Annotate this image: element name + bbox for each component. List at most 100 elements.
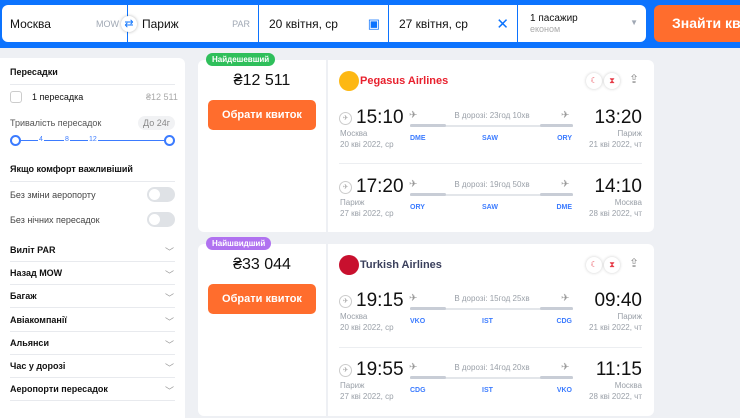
no-night-layover-toggle[interactable] xyxy=(147,212,175,227)
pin-icon[interactable]: ✈ xyxy=(339,181,352,194)
departure-date: 27 кві 2022, ср xyxy=(340,392,394,401)
route-bar xyxy=(410,307,573,310)
arrival-date: 28 кві 2022, чт xyxy=(589,392,642,401)
filter-section[interactable]: Аеропорти пересадок xyxy=(10,384,108,395)
takeoff-icon: ✈ xyxy=(409,362,418,373)
stop-option-label: 1 пересадка xyxy=(32,92,84,102)
depart-date-field[interactable]: 20 квітня, ср ▣ xyxy=(259,5,389,42)
long-layover-icon: ⧗ xyxy=(604,73,620,89)
filter-section[interactable]: Авіакомпанії xyxy=(10,314,67,325)
landing-icon: ✈ xyxy=(561,293,570,304)
airport-code: IST xyxy=(482,387,493,394)
airport-code: VKO xyxy=(410,318,426,325)
same-airport-toggle[interactable] xyxy=(147,187,175,202)
airport-code: CDG xyxy=(410,387,426,394)
airport-code: DME xyxy=(556,204,572,211)
destination-field[interactable]: Париж PAR xyxy=(128,5,259,42)
toggle-label: Без нічних пересадок xyxy=(10,215,100,225)
depart-date: 20 квітня, ср xyxy=(269,16,338,31)
layover-title: Тривалість пересадок xyxy=(10,118,102,128)
night-flight-icon: ☾ xyxy=(586,73,602,89)
share-icon[interactable]: ⇪ xyxy=(629,72,640,86)
airport-code: DME xyxy=(410,135,426,142)
clear-icon[interactable]: ✕ xyxy=(496,15,509,33)
slider-handle-max[interactable] xyxy=(164,135,175,146)
landing-icon: ✈ xyxy=(561,179,570,190)
search-button[interactable]: Знайти квитки xyxy=(654,5,740,42)
arrival-city: Москва xyxy=(614,198,642,207)
return-date-field[interactable]: 27 квітня, ср ✕ xyxy=(389,5,518,42)
arrival-date: 21 кві 2022, чт xyxy=(589,140,642,149)
departure-city: Москва xyxy=(340,129,368,138)
stop-checkbox[interactable] xyxy=(10,91,22,103)
filter-section[interactable]: Час у дорозі xyxy=(10,361,66,371)
swap-icon[interactable]: ⇄ xyxy=(121,16,137,32)
route-bar xyxy=(410,124,573,127)
takeoff-icon: ✈ xyxy=(409,110,418,121)
filter-section[interactable]: Альянси xyxy=(10,337,49,348)
arrival-city: Париж xyxy=(617,312,642,321)
offer-badge: Найшвидший xyxy=(206,237,272,250)
slider-tick: 12 xyxy=(88,136,98,143)
departure-city: Париж xyxy=(340,198,365,207)
pin-icon[interactable]: ✈ xyxy=(339,295,352,308)
chevron-down-icon[interactable]: ﹀ xyxy=(165,363,175,373)
select-ticket-button[interactable]: Обрати квиток xyxy=(208,100,316,130)
arrival-time: 11:15 xyxy=(595,359,642,380)
passengers-value: 1 пасажир xyxy=(530,13,578,24)
calendar-icon[interactable]: ▣ xyxy=(367,15,380,31)
departure-date: 27 кві 2022, ср xyxy=(340,209,394,218)
layover-value: До 24г xyxy=(138,116,175,130)
airport-code: VKO xyxy=(556,387,572,394)
airline-name: Turkish Airlines xyxy=(360,259,442,271)
filter-section[interactable]: Виліт PAR xyxy=(10,245,56,255)
chevron-down-icon[interactable]: ﹀ xyxy=(165,386,175,397)
share-icon[interactable]: ⇪ xyxy=(629,256,640,270)
offer-price: ₴12 511 xyxy=(233,72,291,89)
toggle-label: Без зміни аеропорту xyxy=(10,190,96,200)
origin-code: MOW xyxy=(96,18,119,29)
arrival-time: 14:10 xyxy=(594,176,642,197)
chevron-down-icon[interactable]: ﹀ xyxy=(165,316,175,327)
search-header: Москва MOW ⇄ Париж PAR 20 квітня, ср ▣ 27 к… xyxy=(0,0,740,48)
pin-icon[interactable]: ✈ xyxy=(339,364,352,377)
pin-icon[interactable]: ✈ xyxy=(339,112,352,125)
arrival-city: Москва xyxy=(614,381,642,390)
filter-section[interactable]: Багаж xyxy=(10,291,37,302)
slider-tick: 4 xyxy=(38,136,44,143)
takeoff-icon: ✈ xyxy=(409,293,418,304)
long-layover-icon: ⧗ xyxy=(604,257,620,273)
departure-time: 19:55 xyxy=(356,359,404,380)
chevron-down-icon[interactable]: ﹀ xyxy=(165,339,175,350)
route-bar xyxy=(410,376,573,379)
search-form: Москва MOW ⇄ Париж PAR 20 квітня, ср ▣ 27 к… xyxy=(2,5,646,42)
flight-duration: В дорозі: 19год 50хв xyxy=(454,180,530,189)
filters-sidebar: Пересадки 1 пересадка ₴12 511 Тривалість… xyxy=(0,58,185,418)
comfort-title: Якщо комфорт важливіший xyxy=(10,164,133,174)
chevron-down-icon[interactable]: ﹀ xyxy=(165,293,175,304)
airline-logo xyxy=(339,255,359,275)
flight-duration: В дорозі: 15год 25хв xyxy=(454,294,530,303)
offer-badge: Найдешевший xyxy=(206,53,276,66)
offer-segments-panel xyxy=(328,244,654,416)
landing-icon: ✈ xyxy=(561,110,570,121)
airline-logo xyxy=(339,71,359,91)
dropdown-icon: ▼ xyxy=(630,18,638,27)
airport-code: ORY xyxy=(557,135,572,142)
night-flight-icon: ☾ xyxy=(586,257,602,273)
chevron-down-icon[interactable]: ﹀ xyxy=(165,270,175,281)
airport-code: IST xyxy=(482,318,493,325)
chevron-down-icon[interactable]: ﹀ xyxy=(165,247,175,257)
passengers-field[interactable]: 1 пасажир економ ▼ xyxy=(518,5,646,42)
slider-handle-min[interactable] xyxy=(10,135,21,146)
arrival-date: 21 кві 2022, чт xyxy=(589,323,642,332)
origin-field[interactable]: Москва MOW xyxy=(2,5,128,42)
departure-date: 20 кві 2022, ср xyxy=(340,323,394,332)
select-ticket-button[interactable]: Обрати квиток xyxy=(208,284,316,314)
flight-duration: В дорозі: 23год 10хв xyxy=(454,111,530,120)
departure-time: 19:15 xyxy=(356,290,404,311)
filter-section[interactable]: Назад MOW xyxy=(10,268,63,279)
origin-value: Москва xyxy=(10,16,51,31)
offer-price-panel xyxy=(198,244,326,416)
arrival-city: Париж xyxy=(617,129,642,138)
